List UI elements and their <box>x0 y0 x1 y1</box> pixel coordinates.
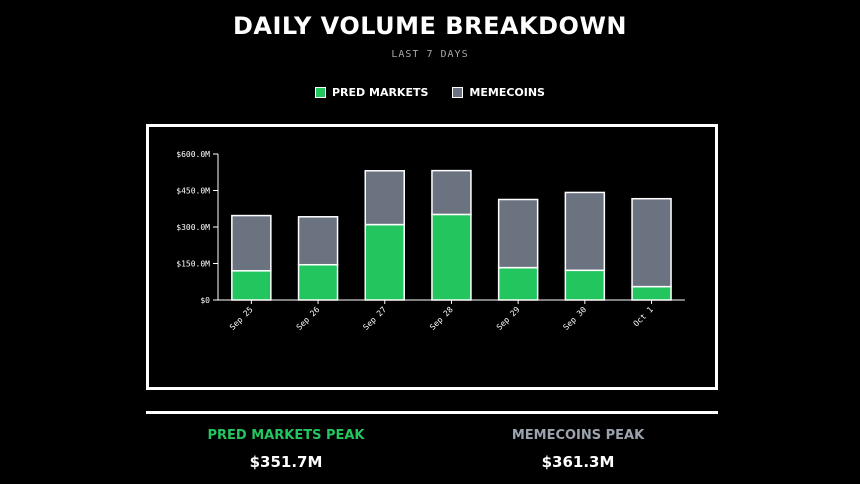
memecoins-peak-value: $361.3M <box>541 453 615 471</box>
bar-pred-markets-5 <box>564 269 606 301</box>
bar-chart: $0 $150.0M $300.0M $450.0M $600.0M Sep 25 Sep … <box>176 150 685 332</box>
chart-subtitle: LAST 7 DAYS <box>391 49 469 60</box>
x-tick-label-0: Sep 25 <box>228 305 255 332</box>
chart-title: DAILY VOLUME BREAKDOWN <box>232 12 628 40</box>
bar-pred-markets-0 <box>231 270 272 301</box>
y-tick-label-4: $600.0M <box>176 150 210 159</box>
x-tick-label-6: Oct 1 <box>632 305 656 329</box>
bar-memecoins-2 <box>364 170 405 226</box>
bar-memecoins-1 <box>297 216 339 266</box>
legend-swatch-memecoins <box>452 87 464 98</box>
memecoins-peak: MEMECOINS PEAK $361.3M <box>438 428 718 471</box>
x-tick-label-5: Sep 30 <box>561 305 588 332</box>
x-tick-label-3: Sep 28 <box>428 305 455 332</box>
legend-label-memecoins: MEMECOINS <box>469 86 545 99</box>
bar-memecoins-0 <box>231 214 272 272</box>
bar-pred-markets-2 <box>364 223 405 301</box>
bar-pred-markets-4 <box>497 266 539 301</box>
bar-memecoins-5 <box>564 191 606 272</box>
x-tick-label-4: Sep 29 <box>495 305 522 332</box>
summary-divider <box>146 411 718 414</box>
bar-pred-markets-1 <box>297 263 339 301</box>
pred-markets-peak-value: $351.7M <box>249 453 323 471</box>
bar-pred-markets-3 <box>431 213 472 301</box>
y-tick-label-2: $300.0M <box>176 223 210 232</box>
x-tick-label-1: Sep 26 <box>295 305 322 332</box>
pred-markets-peak: PRED MARKETS PEAK $351.7M <box>146 428 426 471</box>
bar-memecoins-6 <box>631 197 672 288</box>
legend-item-memecoins: MEMECOINS <box>452 86 545 99</box>
y-tick-label-0: $0 <box>200 296 210 305</box>
bar-memecoins-4 <box>497 198 539 269</box>
legend: PRED MARKETS MEMECOINS <box>0 86 860 99</box>
y-tick-label-3: $450.0M <box>176 187 210 196</box>
bar-pred-markets-6 <box>631 285 672 301</box>
chart-frame: $0 $150.0M $300.0M $450.0M $600.0M Sep 25 Sep … <box>146 124 718 390</box>
bar-memecoins-3 <box>431 169 472 216</box>
pred-markets-peak-label: PRED MARKETS PEAK <box>207 428 365 443</box>
x-tick-label-2: Sep 27 <box>361 305 388 332</box>
legend-item-pred-markets: PRED MARKETS <box>315 86 428 99</box>
memecoins-peak-label: MEMECOINS PEAK <box>511 428 645 443</box>
y-tick-label-1: $150.0M <box>176 260 210 269</box>
legend-swatch-pred-markets <box>315 87 326 98</box>
legend-label-pred-markets: PRED MARKETS <box>332 86 429 99</box>
